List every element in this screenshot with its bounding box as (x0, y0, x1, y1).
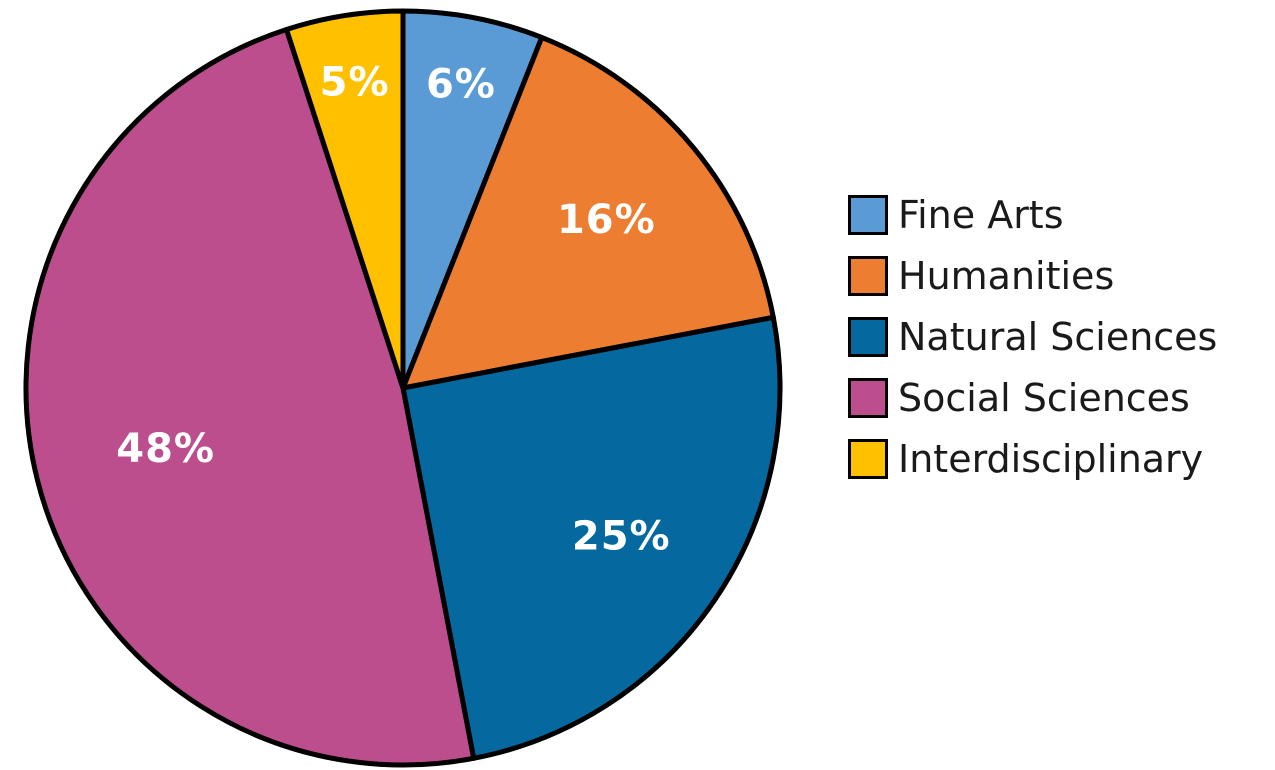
pie-slice-interdisciplinary (284, 8, 406, 391)
legend-item-fine-arts: Fine Arts (848, 190, 1268, 240)
data-label-humanities: 16% (557, 197, 656, 243)
pie-slice-humanities (400, 34, 776, 391)
legend-label-fine-arts: Fine Arts (898, 193, 1064, 237)
legend-label-social-sciences: Social Sciences (898, 376, 1190, 420)
legend-item-interdisciplinary: Interdisciplinary (848, 434, 1268, 484)
pie-slice-social-sciences (23, 26, 477, 768)
data-label-natural-sciences: 25% (572, 513, 671, 559)
legend-swatch-social-sciences (848, 378, 888, 418)
pie-slices (23, 8, 783, 768)
legend-label-humanities: Humanities (898, 254, 1115, 298)
legend-item-natural-sciences: Natural Sciences (848, 312, 1268, 362)
legend: Fine Arts Humanities Natural Sciences Socia… (848, 190, 1268, 495)
legend-label-interdisciplinary: Interdisciplinary (898, 437, 1204, 481)
data-label-interdisciplinary: 5% (320, 60, 390, 106)
legend-label-natural-sciences: Natural Sciences (898, 315, 1218, 359)
legend-item-humanities: Humanities (848, 251, 1268, 301)
pie-slice-natural-sciences (400, 314, 783, 761)
legend-item-social-sciences: Social Sciences (848, 373, 1268, 423)
legend-swatch-natural-sciences (848, 317, 888, 357)
pie-plot-area: 6% 16% 25% 48% 5% (23, 8, 783, 768)
data-label-fine-arts: 6% (426, 61, 496, 107)
legend-swatch-fine-arts (848, 195, 888, 235)
pie-data-labels: 6% 16% 25% 48% 5% (116, 60, 671, 560)
legend-swatch-interdisciplinary (848, 439, 888, 479)
data-label-social-sciences: 48% (116, 426, 215, 472)
legend-swatch-humanities (848, 256, 888, 296)
